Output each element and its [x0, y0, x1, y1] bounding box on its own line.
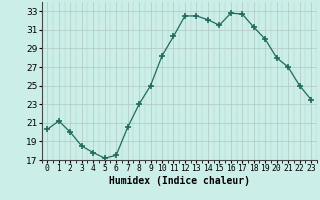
X-axis label: Humidex (Indice chaleur): Humidex (Indice chaleur) — [109, 176, 250, 186]
